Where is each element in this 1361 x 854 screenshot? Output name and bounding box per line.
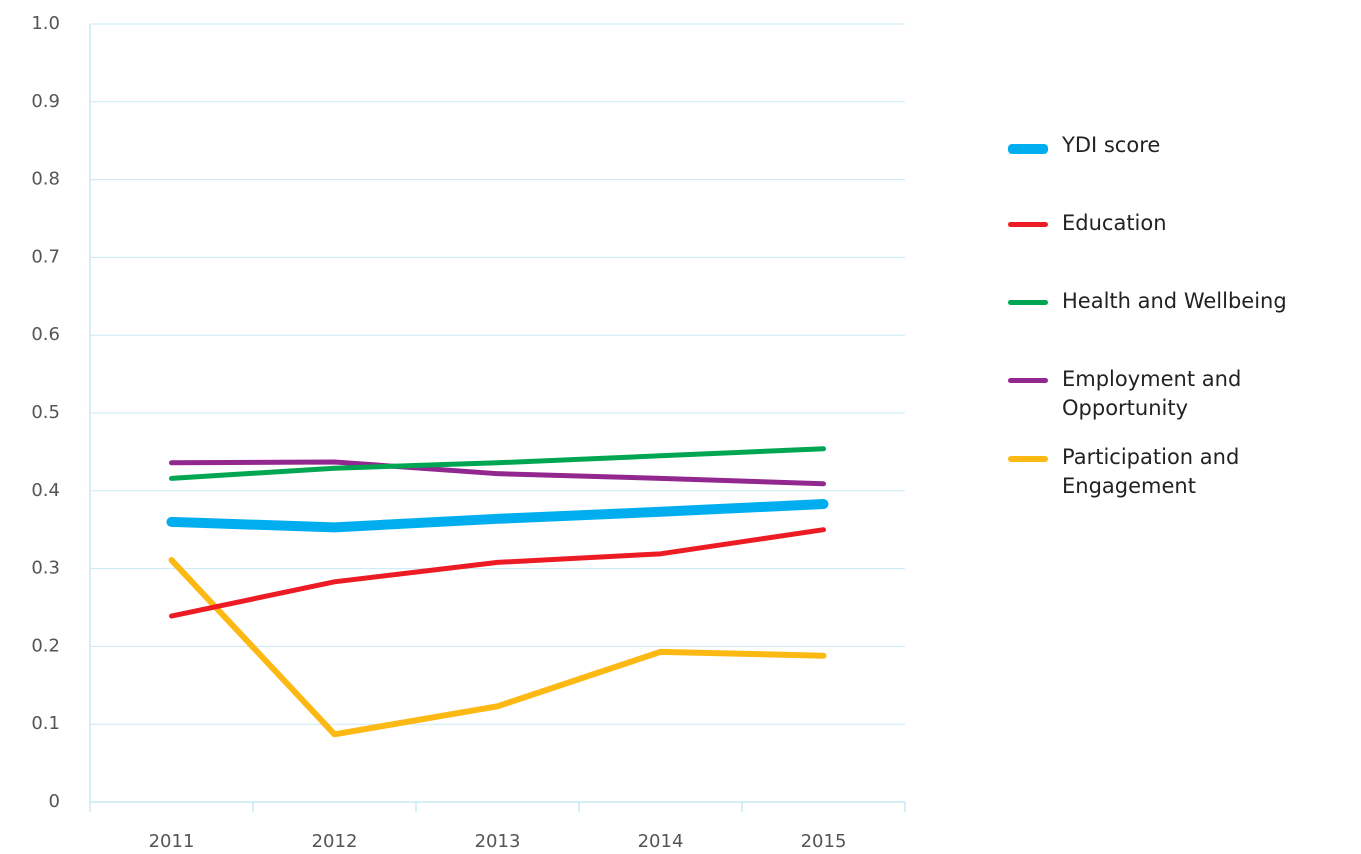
series-line: [169, 459, 826, 487]
y-tick-label: 0.2: [31, 635, 60, 656]
legend-item: Education: [1008, 209, 1332, 238]
y-tick-label: 0.7: [31, 246, 60, 267]
x-tick-label: 2012: [312, 831, 358, 852]
series-line: [169, 446, 826, 481]
y-tick-label: 1.0: [31, 13, 60, 34]
legend-item: Health and Wellbeing: [1008, 287, 1332, 316]
legend-swatch: [1008, 456, 1048, 462]
legend-item: YDI score: [1008, 131, 1332, 160]
legend-item: Participation and Engagement: [1008, 443, 1332, 501]
series-line: [169, 527, 826, 619]
x-tick-label: 2015: [801, 831, 847, 852]
y-tick-label: 0.4: [31, 480, 60, 501]
legend-item: Employment and Opportunity: [1008, 365, 1332, 423]
y-tick-label: 0: [49, 791, 60, 812]
legend-swatch: [1008, 378, 1048, 383]
series-line: [168, 557, 827, 738]
legend-swatch: [1008, 144, 1048, 154]
x-tick-label: 2011: [149, 831, 195, 852]
legend-label: Health and Wellbeing: [1062, 289, 1287, 313]
legend-label: Participation and Engagement: [1062, 445, 1240, 498]
legend-swatch: [1008, 300, 1048, 305]
y-tick-label: 0.1: [31, 713, 60, 734]
y-tick-label: 0.8: [31, 169, 60, 190]
y-tick-label: 0.9: [31, 91, 60, 112]
legend-label: Education: [1062, 211, 1167, 235]
y-tick-label: 0.5: [31, 402, 60, 423]
legend-label: YDI score: [1062, 133, 1161, 157]
series-line: [166, 499, 829, 533]
y-tick-label: 0.3: [31, 558, 60, 579]
x-tick-label: 2014: [638, 831, 684, 852]
x-tick-label: 2013: [475, 831, 521, 852]
y-tick-label: 0.6: [31, 324, 60, 345]
legend-swatch: [1008, 222, 1048, 227]
legend-label: Employment and Opportunity: [1062, 367, 1242, 420]
